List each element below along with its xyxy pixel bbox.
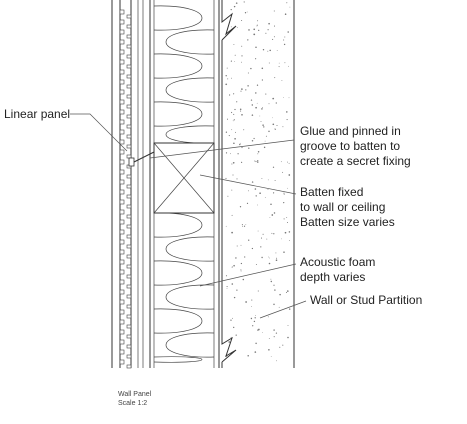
panel-grooves	[119, 9, 132, 369]
label-wall: Wall or Stud Partition	[310, 293, 422, 307]
bottom-break-line	[221, 335, 237, 363]
linear-panel	[111, 0, 155, 369]
label-glue-line-2: groove to batten to	[300, 139, 400, 153]
label-glue-line-3: create a secret fixing	[300, 154, 411, 168]
acoustic-foam-upper	[153, 5, 215, 144]
label-batten-line-3: Batten size varies	[300, 215, 395, 229]
wall-substrate	[221, 0, 295, 368]
secret-fixing-pin	[128, 157, 135, 167]
label-glue-line-1: Glue and pinned in	[300, 124, 401, 138]
label-batten-line-1: Batten fixed	[300, 185, 363, 199]
acoustic-foam-lower	[153, 212, 215, 363]
caption-title: Wall Panel	[118, 391, 152, 398]
label-batten-line-2: to wall or ceiling	[300, 200, 385, 214]
label-foam-line-2: depth varies	[300, 270, 365, 284]
label-foam-line-1: Acoustic foam	[300, 255, 375, 269]
caption-scale: Scale 1:2	[118, 400, 147, 407]
concrete-stipple-texture	[225, 1, 291, 362]
insulation-zone	[149, 0, 220, 368]
leader-lines	[70, 113, 307, 319]
label-linear-panel: Linear panel	[4, 107, 70, 121]
top-break-line	[221, 12, 237, 41]
